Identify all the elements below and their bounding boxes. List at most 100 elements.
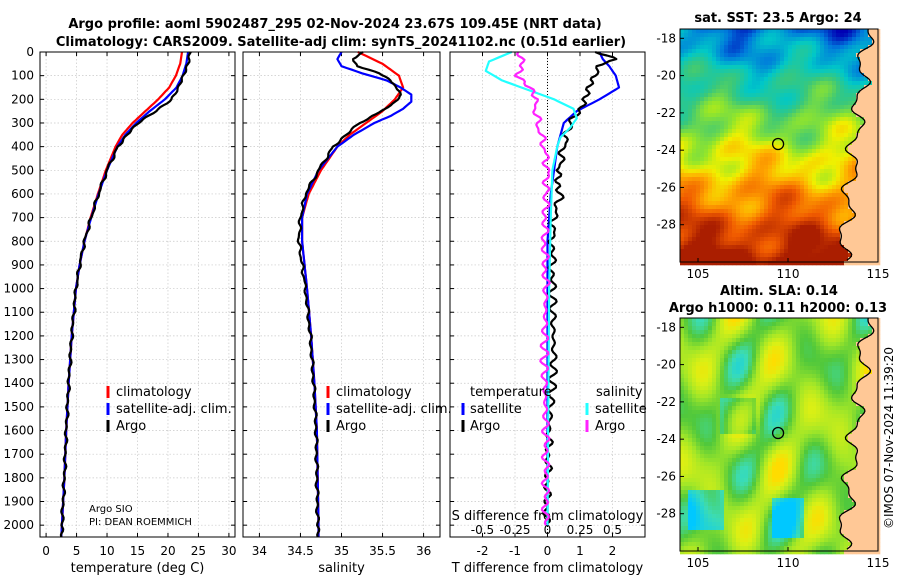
map-cell	[792, 201, 797, 206]
map-cell	[868, 217, 873, 222]
map-cell	[684, 173, 689, 178]
map-cell	[856, 354, 861, 359]
map-cell	[744, 350, 749, 355]
map-cell	[828, 446, 833, 451]
map-cell	[732, 450, 737, 455]
map-cell	[872, 362, 877, 367]
map-cell	[744, 129, 749, 134]
map-cell	[692, 402, 697, 407]
map-cell	[724, 358, 729, 363]
map-cell	[784, 161, 789, 166]
map-cell	[852, 77, 857, 82]
map-cell	[872, 386, 877, 391]
map-cell	[812, 241, 817, 246]
map-cell	[808, 414, 813, 419]
map-cell	[780, 45, 785, 50]
map-cell	[764, 330, 769, 335]
map-cell	[744, 145, 749, 150]
map-cell	[708, 193, 713, 198]
map-cell	[848, 253, 853, 258]
map-cell	[792, 133, 797, 138]
map-cell	[720, 390, 725, 395]
map-cell	[780, 85, 785, 90]
map-cell	[788, 89, 793, 94]
map-cell	[728, 346, 733, 351]
map-cell	[772, 390, 777, 395]
map-cell	[844, 213, 849, 218]
map-cell	[780, 229, 785, 234]
map-cell	[728, 446, 733, 451]
map-cell	[700, 221, 705, 226]
map-cell	[820, 330, 825, 335]
map-cell	[836, 117, 841, 122]
map-cell	[816, 446, 821, 451]
map-cell	[764, 69, 769, 74]
map-cell	[776, 89, 781, 94]
map-cell	[872, 61, 877, 66]
map-cell	[788, 145, 793, 150]
map-cell	[688, 165, 693, 170]
map-cell	[688, 229, 693, 234]
map-cell	[844, 49, 849, 54]
map-cell	[780, 65, 785, 70]
map-cell	[812, 446, 817, 451]
map-cell	[844, 390, 849, 395]
map-cell	[680, 109, 685, 114]
map-cell	[796, 137, 801, 142]
map-cell	[748, 410, 753, 415]
map-cell	[724, 125, 729, 130]
map-cell	[700, 173, 705, 178]
map-cell	[840, 253, 845, 258]
map-cell	[796, 133, 801, 138]
map-cell	[760, 362, 765, 367]
map-cell	[828, 201, 833, 206]
map-cell	[780, 442, 785, 447]
map-cell	[760, 221, 765, 226]
map-cell	[812, 358, 817, 363]
map-cell	[864, 217, 869, 222]
map-cell	[680, 129, 685, 134]
map-cell	[812, 213, 817, 218]
map-cell	[800, 141, 805, 146]
map-cell	[852, 386, 857, 391]
map-cell	[708, 249, 713, 254]
map-cell	[688, 45, 693, 50]
map-cell	[784, 105, 789, 110]
map-cell	[688, 137, 693, 142]
map-cell	[688, 414, 693, 419]
map-cell	[784, 133, 789, 138]
map-cell	[872, 366, 877, 371]
map-cell	[728, 241, 733, 246]
map-cell	[760, 113, 765, 118]
map-cell	[688, 201, 693, 206]
map-cell	[692, 418, 697, 423]
map-cell	[812, 233, 817, 238]
map-cell	[744, 249, 749, 254]
map-cell	[764, 249, 769, 254]
map-cell	[748, 442, 753, 447]
map-cell	[740, 57, 745, 62]
map-cell	[708, 398, 713, 403]
map-cell	[816, 398, 821, 403]
map-cell	[792, 105, 797, 110]
map-cell	[792, 129, 797, 134]
map-cell	[744, 358, 749, 363]
map-cell	[728, 358, 733, 363]
map-cell	[872, 113, 877, 118]
map-cell	[700, 61, 705, 66]
map-cell	[784, 406, 789, 411]
map-cell	[796, 322, 801, 327]
map-cell	[748, 165, 753, 170]
map-cell	[724, 418, 729, 423]
map-cell	[812, 370, 817, 375]
map-cell	[812, 450, 817, 455]
map-cell	[796, 241, 801, 246]
map-cell	[860, 165, 865, 170]
map-cell	[748, 217, 753, 222]
map-cell	[772, 253, 777, 258]
map-cell	[780, 370, 785, 375]
map-cell	[776, 117, 781, 122]
map-cell	[764, 398, 769, 403]
map-cell	[804, 382, 809, 387]
map-cell	[696, 233, 701, 238]
